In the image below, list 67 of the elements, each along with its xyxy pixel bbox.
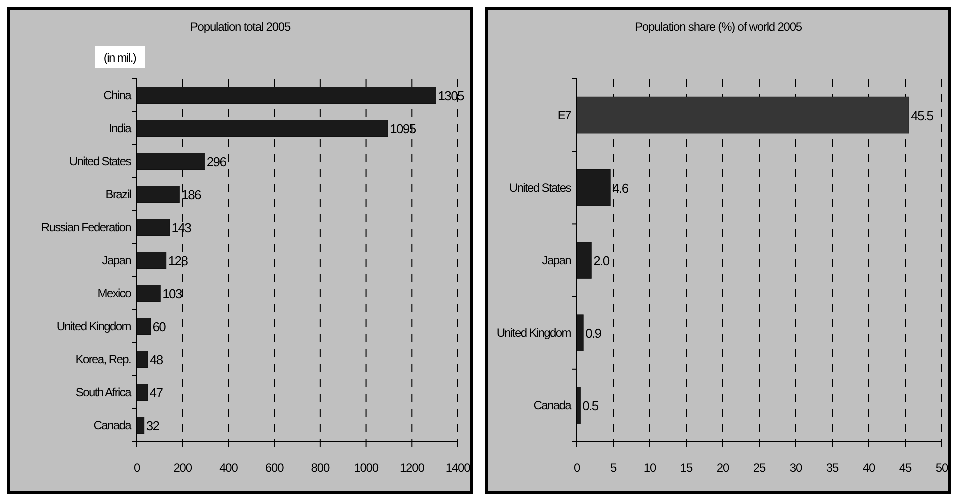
bar (136, 351, 148, 368)
data-label: 296 (206, 154, 227, 170)
data-label: 0.5 (582, 398, 599, 414)
x-tick-label: 50 (936, 461, 949, 475)
data-label: 2.0 (594, 254, 610, 268)
x-tick-label: 5 (610, 461, 618, 475)
y-tick-label: South Africa (76, 386, 132, 400)
x-tick-label: 1200 (400, 461, 426, 475)
bar (136, 285, 161, 302)
x-tick-label: 30 (790, 461, 803, 475)
x-tick-label: 15 (680, 461, 694, 475)
x-tick-label: 400 (220, 461, 239, 475)
y-tick-label: Mexico (98, 286, 132, 300)
data-label: 143 (172, 220, 192, 236)
x-tick-label: 0 (574, 461, 581, 475)
x-tick-label: 0 (134, 461, 141, 475)
bar (136, 186, 180, 203)
bar (136, 384, 148, 401)
chart-title: Population share (%) of world 2005 (634, 20, 803, 34)
y-tick-label: Canada (534, 398, 572, 413)
bar (136, 120, 388, 137)
bar (136, 252, 167, 269)
text: (in mil.) (104, 51, 137, 65)
data-label: 103 (162, 286, 182, 302)
x-tick-label: 10 (644, 461, 657, 475)
x-tick-label: 1400 (446, 461, 472, 475)
bar (576, 96, 910, 134)
data-label: 48 (150, 352, 164, 368)
x-tick-label: 35 (826, 461, 840, 475)
x-tick-label: 45 (899, 461, 912, 475)
y-tick-label: Japan (542, 254, 572, 268)
data-label: 186 (182, 188, 202, 202)
bar (136, 87, 436, 104)
bar (136, 219, 170, 236)
x-tick-label: 1000 (354, 461, 380, 475)
y-tick-label: United Kingdom (496, 326, 572, 340)
y-tick-label: Brazil (106, 188, 132, 202)
y-tick-label: Japan (102, 254, 132, 268)
bar (136, 318, 152, 335)
x-tick-label: 600 (265, 461, 285, 475)
y-tick-label: India (108, 122, 132, 136)
data-label: 45.5 (911, 108, 934, 124)
data-label: 0.9 (586, 326, 602, 342)
bar (136, 153, 206, 170)
data-label: 32 (146, 418, 160, 434)
data-label: 1095 (390, 122, 416, 136)
x-tick-label: 20 (716, 461, 730, 475)
y-tick-label: China (104, 88, 132, 102)
y-tick-label: Canada (94, 418, 132, 432)
x-tick-label: 40 (862, 461, 876, 475)
x-tick-label: 200 (174, 461, 193, 475)
y-tick-label: United States (69, 154, 132, 168)
data-label: 128 (168, 254, 188, 268)
y-tick-label: Russian Federation (41, 220, 132, 234)
data-label: 47 (150, 386, 164, 400)
data-label: 1305 (438, 88, 465, 104)
y-tick-label: United States (509, 180, 572, 195)
y-tick-label: E7 (558, 108, 572, 122)
bar (576, 170, 611, 206)
x-tick-label: 25 (753, 461, 766, 475)
data-label: 60 (152, 320, 166, 334)
bar (576, 314, 584, 352)
x-tick-label: 800 (311, 461, 330, 475)
y-tick-label: Korea, Rep. (76, 352, 132, 366)
bar (576, 242, 592, 279)
y-tick-label: United Kingdom (56, 320, 132, 334)
chart-title: Population total 2005 (190, 20, 292, 34)
